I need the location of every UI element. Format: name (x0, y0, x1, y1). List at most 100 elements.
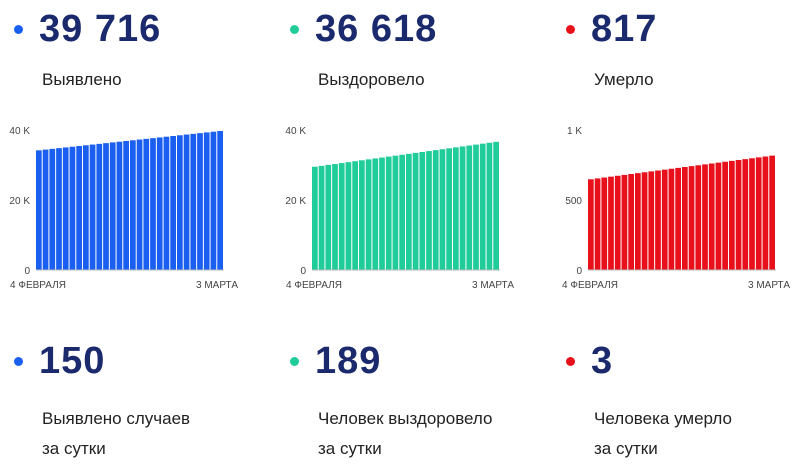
bar (688, 166, 695, 270)
bar (392, 155, 399, 270)
total-detected: 39 716 (14, 8, 161, 51)
bar (702, 164, 708, 270)
bar (614, 175, 621, 270)
bar (608, 176, 614, 270)
bar (426, 151, 432, 270)
daily-deaths-value: 3 (591, 340, 614, 382)
bar (588, 179, 594, 270)
recovered-dot-icon (290, 25, 299, 34)
bar (379, 157, 385, 270)
bar (62, 147, 69, 270)
bar (459, 146, 466, 270)
bar (628, 174, 634, 270)
x-tick-label-end: 3 МАРТА (748, 280, 790, 291)
bar (318, 165, 325, 270)
total-recovered-label: Выздоровело (318, 70, 425, 89)
daily-deaths-label-line1: Человека умерло (594, 409, 732, 428)
x-tick-label-end: 3 МАРТА (196, 280, 238, 291)
deaths-daily-dot-icon (566, 357, 575, 366)
bar (655, 170, 661, 270)
daily-deaths-label-line2: за сутки (594, 439, 658, 458)
bar (749, 158, 755, 270)
total-deaths-value: 817 (591, 8, 658, 50)
y-tick-label: 20 K (285, 196, 306, 207)
bar (325, 164, 332, 270)
bar (345, 162, 352, 270)
bar (69, 146, 76, 270)
bar (682, 167, 688, 270)
x-tick-label-end: 3 МАРТА (472, 280, 514, 291)
bar (352, 161, 358, 270)
bar (42, 149, 49, 270)
bar (453, 147, 459, 270)
bar (439, 149, 446, 270)
y-tick-label: 40 K (9, 126, 30, 137)
bar (661, 169, 668, 270)
bar (163, 136, 170, 270)
total-detected-value: 39 716 (39, 8, 162, 50)
bar (762, 156, 769, 270)
x-tick-label-start: 4 ФЕВРАЛЯ (286, 280, 342, 291)
bar (432, 150, 439, 270)
bar (332, 163, 338, 270)
y-tick-label: 0 (24, 266, 30, 277)
daily-detected: 150 (14, 340, 105, 383)
bar (385, 156, 392, 270)
bar (735, 160, 742, 270)
daily-deaths-label: Человека умерло за сутки (594, 404, 732, 464)
bar (708, 163, 715, 270)
bar (312, 166, 318, 270)
daily-deaths: 3 (566, 340, 613, 383)
bar (399, 154, 405, 270)
bar (601, 177, 608, 270)
bar (143, 138, 150, 270)
total-deaths: 817 (566, 8, 657, 51)
bar (359, 160, 365, 270)
bar (338, 163, 345, 270)
daily-recovered-label-line1: Человек выздоровело (318, 409, 493, 428)
total-deaths-label: Умерло (594, 70, 654, 89)
y-tick-label: 500 (565, 196, 582, 207)
bar (96, 143, 103, 270)
bar (116, 141, 123, 270)
recovered-daily-dot-icon (290, 357, 299, 366)
y-tick-label: 0 (576, 266, 582, 277)
bar (217, 130, 223, 270)
total-recovered: 36 618 (290, 8, 437, 51)
deaths-chart: 0 500 1 K 4 ФЕВРАЛЯ 3 МАРТА (562, 126, 790, 291)
bar (136, 139, 143, 270)
bar (715, 162, 722, 270)
bar (675, 167, 681, 270)
bar (479, 143, 486, 270)
daily-detected-label-line1: Выявлено случаев (42, 409, 191, 428)
column-detected: 39 716 Выявлено 0 20 K 40 K 4 ФЕВРАЛЯ 3 МАРТ… (0, 0, 266, 475)
bar (742, 159, 749, 270)
bar (130, 140, 136, 270)
detected-daily-dot-icon (14, 357, 23, 366)
column-recovered: 36 618 Выздоровело 0 20 K 40 K 4 ФЕВРАЛЯ 3 М… (276, 0, 542, 475)
y-tick-label: 0 (300, 266, 306, 277)
bar (103, 143, 109, 270)
total-detected-label: Выявлено (42, 70, 122, 89)
bar (170, 136, 176, 270)
bar (150, 138, 156, 270)
bar (190, 133, 197, 270)
daily-recovered-value: 189 (315, 340, 382, 382)
bar (769, 155, 775, 270)
bar (177, 135, 183, 270)
bar (641, 172, 648, 270)
total-recovered-value: 36 618 (315, 8, 438, 50)
bar (203, 132, 210, 270)
daily-detected-label-line2: за сутки (42, 439, 106, 458)
bar (594, 178, 601, 270)
bar (372, 158, 379, 270)
bar (89, 144, 96, 270)
bar (493, 141, 499, 270)
bar (156, 137, 163, 270)
bar (755, 157, 762, 270)
bar (123, 141, 129, 270)
y-tick-label: 40 K (285, 126, 306, 137)
y-tick-label: 1 K (567, 126, 582, 137)
bar (109, 142, 116, 270)
bar (668, 168, 675, 270)
